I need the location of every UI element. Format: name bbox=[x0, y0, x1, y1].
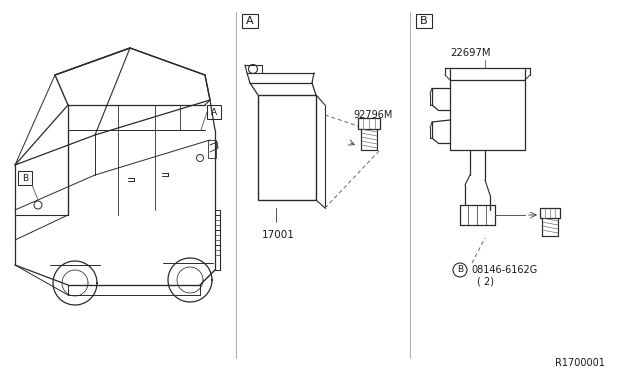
Bar bbox=[540, 208, 560, 218]
Circle shape bbox=[453, 263, 467, 277]
Bar bbox=[416, 14, 432, 28]
Text: 17001: 17001 bbox=[262, 230, 295, 240]
Bar bbox=[450, 80, 525, 150]
Text: B: B bbox=[22, 173, 28, 183]
Bar bbox=[242, 14, 258, 28]
Text: R1700001: R1700001 bbox=[555, 358, 605, 368]
Circle shape bbox=[196, 154, 204, 161]
Text: A: A bbox=[246, 16, 254, 26]
Text: 22697M: 22697M bbox=[450, 48, 490, 58]
Text: ( 2): ( 2) bbox=[477, 277, 494, 287]
Bar bbox=[258, 95, 316, 200]
Bar bbox=[358, 118, 380, 129]
Text: 08146-6162G: 08146-6162G bbox=[471, 265, 537, 275]
Circle shape bbox=[34, 201, 42, 209]
Bar bbox=[18, 171, 32, 185]
Bar bbox=[208, 140, 216, 158]
Text: B: B bbox=[420, 16, 428, 26]
Text: B: B bbox=[457, 266, 463, 275]
Circle shape bbox=[248, 64, 257, 74]
Text: A: A bbox=[211, 108, 217, 116]
Text: 92796M: 92796M bbox=[353, 110, 392, 120]
Bar bbox=[207, 105, 221, 119]
